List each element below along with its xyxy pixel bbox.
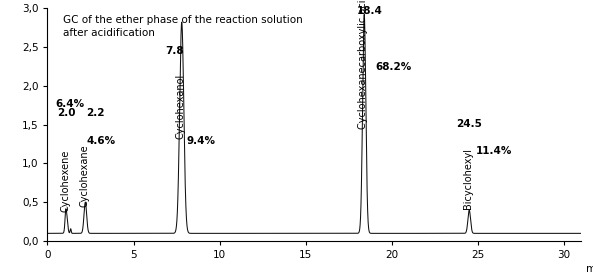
Text: 18.4: 18.4	[356, 6, 382, 16]
Text: 68.2%: 68.2%	[375, 62, 412, 72]
Text: 7.8: 7.8	[165, 46, 184, 56]
Text: 11.4%: 11.4%	[476, 146, 512, 156]
Text: Cyclohexane: Cyclohexane	[80, 144, 90, 207]
Text: 4.6%: 4.6%	[86, 136, 115, 146]
Text: 6.4%: 6.4%	[55, 99, 84, 109]
Text: 2.0: 2.0	[57, 109, 75, 118]
Text: GC of the ether phase of the reaction solution
after acidification: GC of the ether phase of the reaction so…	[63, 15, 303, 38]
Text: Bicyclohexyl: Bicyclohexyl	[463, 147, 473, 209]
Text: Cyclohexene: Cyclohexene	[60, 149, 71, 212]
Text: 2.2: 2.2	[86, 109, 105, 118]
Text: 24.5: 24.5	[457, 119, 482, 129]
Text: min: min	[586, 264, 593, 274]
Text: 9.4%: 9.4%	[186, 136, 215, 146]
Text: Cyclohexanecarboxylic acid: Cyclohexanecarboxylic acid	[358, 0, 368, 129]
Text: Cyclohexanol: Cyclohexanol	[176, 73, 186, 139]
